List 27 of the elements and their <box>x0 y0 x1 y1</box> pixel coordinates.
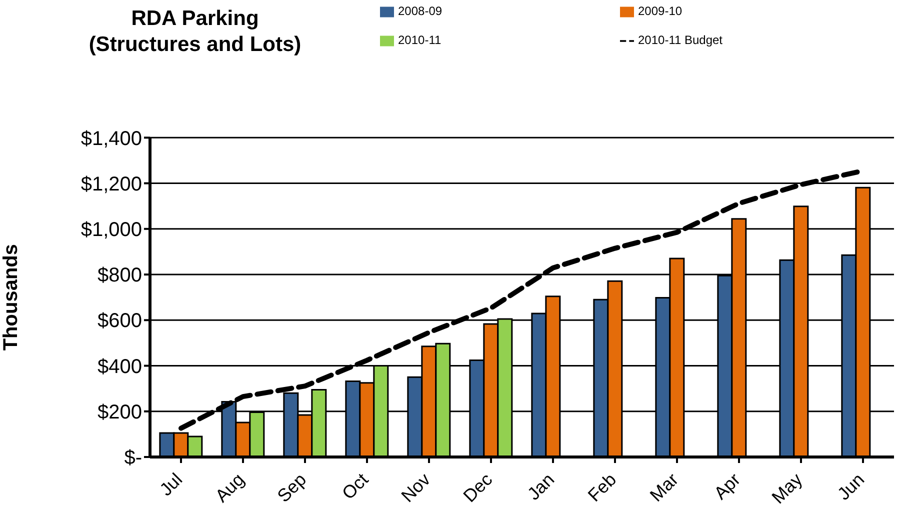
y-tick-label: $- <box>124 447 142 470</box>
legend-label: 2010-11 <box>398 32 442 47</box>
x-tick-label: Sep <box>273 469 310 506</box>
legend-label: 2008-09 <box>398 4 442 18</box>
y-tick-label: $800 <box>98 264 142 287</box>
x-tick-label: Dec <box>459 469 496 506</box>
x-tick-label: Jun <box>834 469 868 504</box>
x-tick-label: Feb <box>584 469 620 506</box>
x-tick-label: Aug <box>211 469 248 506</box>
y-axis-title: Thousands <box>0 244 22 351</box>
x-tick-label: Oct <box>338 469 372 504</box>
y-tick-label: $1,000 <box>80 218 142 241</box>
x-tick-label: Mar <box>646 469 682 506</box>
x-tick-label: Nov <box>397 469 434 506</box>
chart-subtitle: (Structures and Lots) <box>88 32 302 58</box>
y-tick-label: $1,400 <box>80 128 142 150</box>
y-tick-label: $1,200 <box>80 173 142 196</box>
legend-label: 2010-11 Budget <box>638 32 723 47</box>
x-tick-label: Jul <box>156 469 186 500</box>
chart-title: RDA Parking <box>130 6 260 32</box>
y-tick-label: $400 <box>98 356 142 378</box>
y-tick-label: $200 <box>98 401 142 424</box>
y-tick-label: $600 <box>98 310 142 332</box>
x-tick-label: May <box>768 469 806 508</box>
x-tick-label: Apr <box>710 469 744 504</box>
x-tick-label: Jan <box>524 469 558 504</box>
legend-label: 2009-10 <box>638 4 682 18</box>
